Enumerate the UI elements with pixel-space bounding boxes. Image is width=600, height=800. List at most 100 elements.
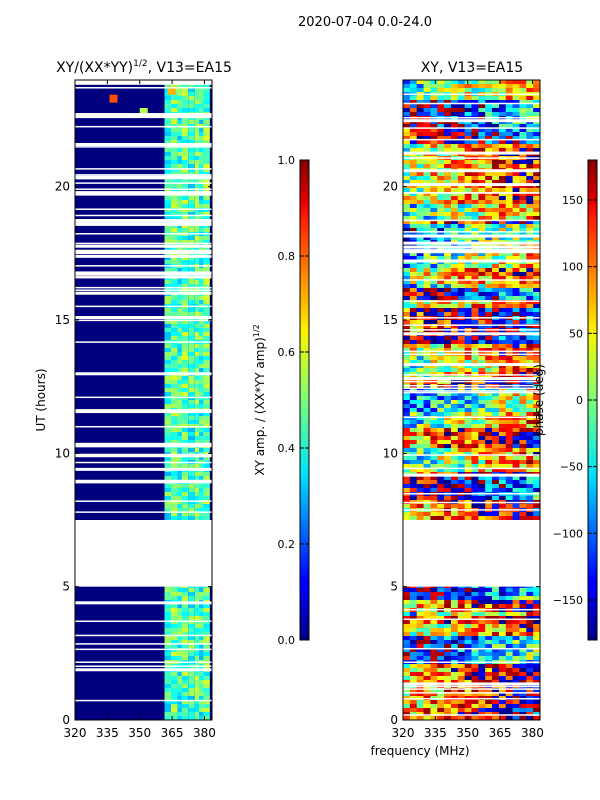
phase-cell (505, 412, 514, 416)
phase-cell (533, 484, 541, 488)
phase-cell (519, 592, 527, 596)
phase-cell (416, 708, 425, 712)
phase-cell (519, 212, 527, 216)
phase-cell (485, 396, 493, 400)
amplitude-cell (181, 484, 189, 488)
phase-cell (526, 192, 534, 196)
phase-cell (450, 368, 459, 372)
amplitude-cell (171, 464, 178, 468)
phase-cell (533, 104, 541, 108)
phase-cell (505, 408, 514, 412)
phase-cell (485, 588, 493, 592)
phase-cell (512, 288, 520, 292)
phase-cell (416, 368, 425, 372)
phase-cell (533, 80, 541, 84)
phase-cell (464, 100, 472, 104)
amplitude-cell (181, 180, 189, 184)
phase-cell (533, 88, 541, 92)
phase-cell (444, 652, 452, 656)
phase-cell (430, 296, 438, 300)
phase-cell (519, 512, 527, 516)
phase-cell (409, 236, 418, 240)
phase-cell (464, 144, 472, 148)
phase-cell (526, 224, 534, 228)
amplitude-cell (194, 360, 202, 364)
phase-cell (423, 148, 431, 152)
amplitude-cell (199, 160, 206, 164)
phase-cell (492, 592, 500, 596)
phase-cell (423, 84, 431, 88)
phase-cell (526, 632, 534, 636)
amplitude-cell (194, 240, 202, 244)
phase-cell (505, 268, 514, 272)
phase-cell (498, 452, 507, 456)
phase-cell (423, 620, 431, 624)
phase-cell (512, 432, 520, 436)
amplitude-cell (188, 196, 195, 200)
phase-cell (430, 160, 438, 164)
amplitude-cell (199, 96, 206, 100)
amplitude-cell (188, 168, 195, 172)
phase-cell (519, 388, 527, 392)
phase-cell (471, 484, 479, 488)
phase-cell (471, 204, 479, 208)
phase-cell (457, 412, 466, 416)
phase-cell (512, 196, 520, 200)
phase-cell (403, 88, 411, 92)
phase-cell (464, 516, 472, 520)
amplitude-cell (194, 388, 202, 392)
phase-cell (485, 456, 493, 460)
amplitude-cell (188, 172, 195, 176)
phase-cell (519, 456, 527, 460)
phase-cell (498, 708, 507, 712)
amplitude-blank-row (75, 176, 212, 180)
phase-cell (492, 224, 500, 228)
phase-cell (505, 144, 514, 148)
phase-cell (457, 276, 466, 280)
phase-cell (444, 624, 452, 628)
phase-cell (409, 668, 418, 672)
phase-cell (403, 348, 411, 352)
amplitude-cell (194, 344, 202, 348)
phase-cell (478, 672, 486, 676)
phase-cell (505, 356, 514, 360)
phase-cell (478, 176, 486, 180)
phase-cell (464, 160, 472, 164)
phase-cell (485, 428, 493, 432)
phase-cell (403, 160, 411, 164)
phase-cell (457, 80, 466, 84)
phase-cell (464, 496, 472, 500)
phase-cell (430, 488, 438, 492)
phase-cell (450, 432, 459, 436)
phase-cell (437, 124, 445, 128)
phase-cell (430, 612, 438, 616)
phase-cell (526, 412, 534, 416)
phase-cell (533, 164, 541, 168)
phase-cell (403, 268, 411, 272)
phase-cell (492, 84, 500, 88)
phase-cell (498, 444, 507, 448)
phase-cell (512, 300, 520, 304)
amplitude-cell (203, 388, 210, 392)
phase-cell (526, 428, 534, 432)
amplitude-blank-row (75, 305, 212, 308)
phase-cell (416, 140, 425, 144)
phase-cell (471, 172, 479, 176)
phase-cell (478, 692, 486, 696)
phase-cell (519, 420, 527, 424)
amplitude-cell (181, 612, 189, 616)
phase-blank-row (403, 249, 540, 251)
phase-cell (478, 392, 486, 396)
phase-cell (485, 200, 493, 204)
phase-cell (416, 344, 425, 348)
amplitude-cell (164, 152, 172, 156)
phase-y-tick-label: 10 (383, 446, 398, 460)
amplitude-cell (199, 132, 206, 136)
phase-cell (485, 228, 493, 232)
amplitude-cell (177, 652, 184, 656)
amplitude-cell (164, 416, 172, 420)
amplitude-cell (188, 432, 195, 436)
amplitude-cell (177, 412, 184, 416)
phase-cell (471, 596, 479, 600)
phase-cell (437, 140, 445, 144)
